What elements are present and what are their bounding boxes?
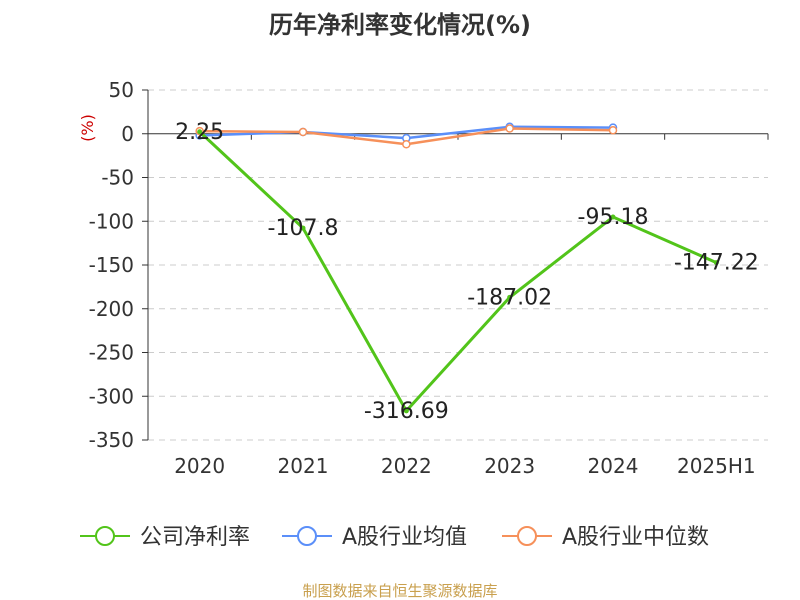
series-point-2 bbox=[505, 124, 514, 133]
legend-label: A股行业均值 bbox=[342, 525, 467, 550]
y-tick-label: -150 bbox=[89, 253, 134, 277]
y-tick-label: -50 bbox=[101, 166, 134, 190]
series-point-0 bbox=[610, 214, 616, 220]
y-tick-label: -250 bbox=[89, 341, 134, 365]
x-tick-label: 2021 bbox=[278, 454, 329, 478]
data-label: -147.22 bbox=[674, 251, 759, 276]
series-point-0 bbox=[300, 225, 306, 231]
y-axis-label: (%) bbox=[78, 114, 97, 142]
data-label: -107.8 bbox=[268, 216, 339, 241]
data-label: -316.69 bbox=[364, 399, 449, 424]
legend-label: A股行业中位数 bbox=[562, 525, 709, 550]
axes: 50 0 -50 -100 -150 -200 -250 -300 -350 2020 2021 20… bbox=[89, 78, 769, 478]
legend-marker bbox=[517, 526, 537, 546]
legend-marker bbox=[95, 526, 115, 546]
data-label: 2.25 bbox=[175, 120, 224, 145]
y-tick-label: -200 bbox=[89, 297, 134, 321]
y-tick-label: 0 bbox=[121, 122, 134, 146]
series-point-0 bbox=[507, 294, 513, 300]
series-point-0 bbox=[197, 129, 203, 135]
y-tick-label: -300 bbox=[89, 384, 134, 408]
data-label: -95.18 bbox=[578, 205, 649, 230]
series-point-2 bbox=[298, 127, 308, 137]
x-tick-label: 2023 bbox=[484, 454, 535, 478]
series-point-2 bbox=[608, 126, 618, 135]
series-lines bbox=[195, 122, 719, 414]
data-labels: 2.25 -107.8 -316.69 -187.02 -95.18 -147.22 bbox=[175, 120, 759, 424]
y-tick-label: -350 bbox=[89, 428, 134, 452]
x-tick-label: 2020 bbox=[174, 454, 225, 478]
series-point-2 bbox=[402, 140, 411, 149]
series-line-0 bbox=[198, 130, 717, 413]
legend: 公司净利率 A股行业均值 A股行业中位数 bbox=[80, 525, 709, 550]
legend-label: 公司净利率 bbox=[140, 525, 250, 550]
series-point-0 bbox=[713, 260, 719, 266]
series-point-0 bbox=[403, 408, 409, 414]
data-label: -187.02 bbox=[467, 285, 552, 310]
source-note: 制图数据来自恒生聚源数据库 bbox=[302, 582, 497, 600]
x-tick-label: 2025H1 bbox=[677, 454, 756, 478]
chart-title: 历年净利率变化情况(%) bbox=[269, 11, 531, 39]
x-tick-label: 2022 bbox=[381, 454, 432, 478]
y-tick-label: 50 bbox=[109, 78, 134, 102]
y-tick-label: -100 bbox=[89, 209, 134, 233]
legend-marker bbox=[297, 526, 317, 546]
x-tick-label: 2024 bbox=[588, 454, 639, 478]
